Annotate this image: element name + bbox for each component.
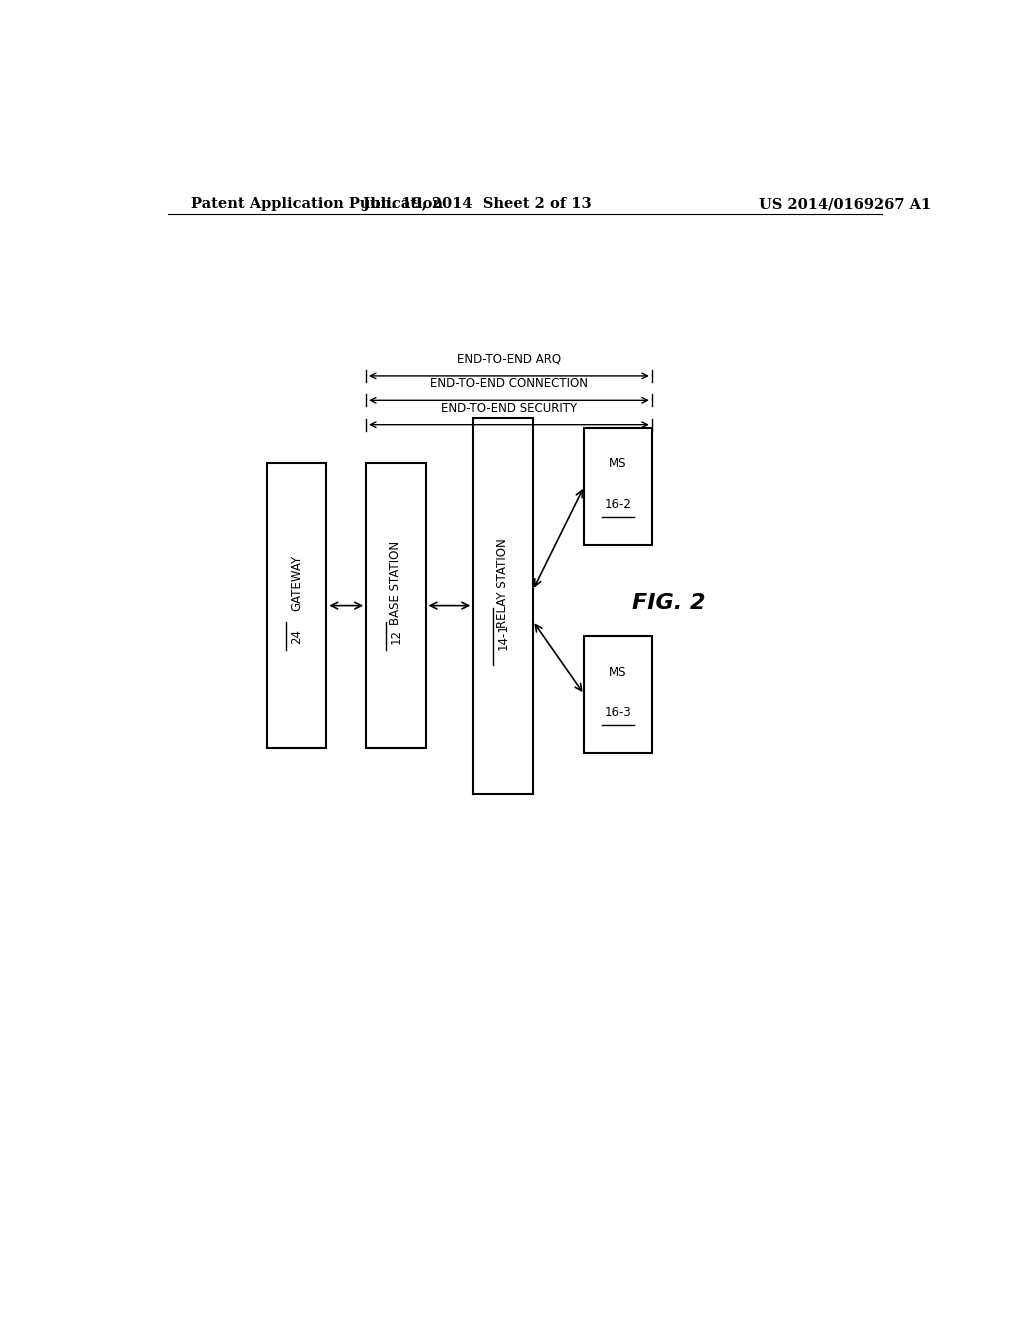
Text: FIG. 2: FIG. 2 (632, 593, 706, 612)
Text: 12: 12 (389, 628, 402, 644)
Text: 14-1: 14-1 (497, 623, 510, 649)
Text: 16-2: 16-2 (604, 498, 632, 511)
Text: Patent Application Publication: Patent Application Publication (191, 197, 443, 211)
Text: MS: MS (609, 665, 627, 678)
Bar (267, 463, 327, 748)
Text: MS: MS (609, 457, 627, 470)
Text: END-TO-END ARQ: END-TO-END ARQ (457, 352, 561, 366)
Text: 24: 24 (290, 628, 303, 644)
Text: END-TO-END CONNECTION: END-TO-END CONNECTION (430, 378, 588, 391)
Bar (585, 428, 651, 545)
Text: GATEWAY: GATEWAY (290, 556, 303, 611)
Text: Jun. 19, 2014  Sheet 2 of 13: Jun. 19, 2014 Sheet 2 of 13 (362, 197, 592, 211)
Bar (585, 636, 651, 752)
Bar (367, 463, 426, 748)
Text: 16-3: 16-3 (605, 706, 632, 719)
Text: US 2014/0169267 A1: US 2014/0169267 A1 (759, 197, 931, 211)
Bar (473, 417, 532, 793)
Text: END-TO-END SECURITY: END-TO-END SECURITY (441, 401, 577, 414)
Text: RELAY STATION: RELAY STATION (497, 539, 510, 628)
Text: BASE STATION: BASE STATION (389, 541, 402, 626)
